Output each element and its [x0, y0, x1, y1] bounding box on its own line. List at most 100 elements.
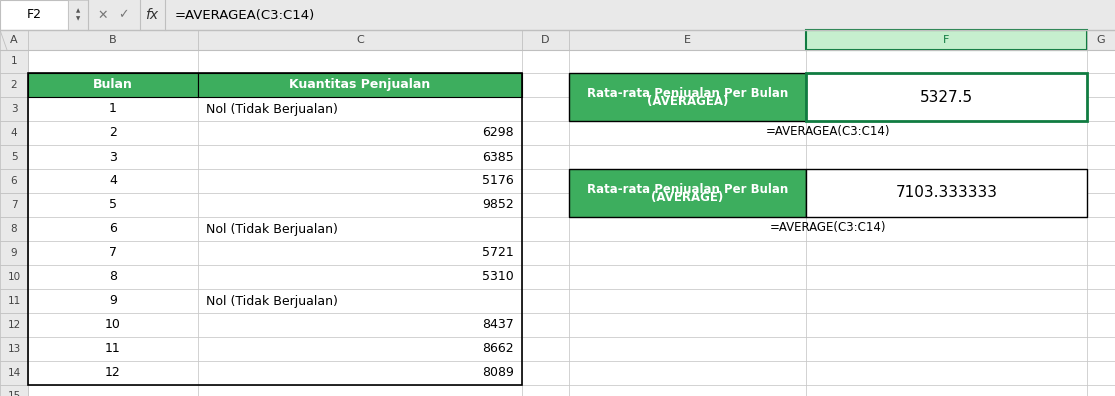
Bar — [522, 73, 569, 97]
Bar — [1087, 361, 1115, 385]
Text: 4: 4 — [11, 128, 18, 138]
Bar — [1087, 193, 1115, 217]
Bar — [569, 50, 806, 73]
Bar — [569, 145, 806, 169]
Text: 6: 6 — [109, 223, 117, 236]
Bar — [806, 217, 1087, 241]
Bar — [0, 0, 68, 30]
Bar — [522, 121, 569, 145]
Bar — [0, 50, 28, 73]
Bar — [0, 121, 28, 145]
Bar — [28, 121, 198, 145]
Text: ✓: ✓ — [118, 8, 128, 21]
Text: 5: 5 — [109, 198, 117, 211]
Bar — [0, 385, 28, 396]
Bar — [522, 313, 569, 337]
Bar — [198, 73, 522, 97]
Bar — [198, 50, 522, 73]
Text: 7: 7 — [11, 200, 18, 210]
Bar — [0, 0, 1115, 30]
Text: 12: 12 — [8, 320, 20, 330]
Text: (AVERAGE): (AVERAGE) — [651, 192, 724, 204]
Text: F2: F2 — [27, 8, 41, 21]
Bar — [806, 289, 1087, 313]
Bar — [198, 145, 522, 169]
Bar — [0, 217, 28, 241]
Bar — [0, 289, 28, 313]
Bar — [1087, 265, 1115, 289]
Bar — [0, 385, 28, 396]
Text: 3: 3 — [11, 104, 18, 114]
Bar — [28, 73, 522, 385]
Bar — [522, 265, 569, 289]
Bar — [68, 0, 88, 30]
Bar — [0, 97, 28, 121]
Bar — [569, 193, 806, 217]
Bar — [1087, 385, 1115, 396]
Text: 2: 2 — [11, 80, 18, 90]
Text: 7103.333333: 7103.333333 — [895, 185, 998, 200]
Bar — [198, 217, 522, 241]
Bar — [569, 361, 806, 385]
Bar — [806, 385, 1087, 396]
Bar — [1087, 145, 1115, 169]
Text: B: B — [109, 35, 117, 45]
Bar — [806, 50, 1087, 73]
Bar — [28, 145, 198, 169]
Text: 9852: 9852 — [483, 198, 514, 211]
Text: Kuantitas Penjualan: Kuantitas Penjualan — [290, 78, 430, 91]
Bar — [0, 169, 28, 193]
Bar — [0, 361, 28, 385]
Text: C: C — [356, 35, 363, 45]
Text: Nol (Tidak Berjualan): Nol (Tidak Berjualan) — [206, 103, 338, 116]
Bar — [0, 241, 28, 265]
Bar — [569, 337, 806, 361]
Bar — [198, 289, 522, 313]
Bar — [28, 73, 198, 97]
Bar — [28, 385, 198, 396]
Bar — [1087, 241, 1115, 265]
Bar — [1087, 217, 1115, 241]
Bar — [569, 313, 806, 337]
Bar — [198, 73, 522, 97]
Text: 10: 10 — [8, 272, 20, 282]
Text: 11: 11 — [105, 343, 120, 356]
Bar — [1087, 337, 1115, 361]
Bar — [198, 169, 522, 193]
Bar — [522, 385, 569, 396]
Bar — [198, 337, 522, 361]
Bar — [569, 241, 806, 265]
Bar — [28, 241, 198, 265]
Text: ▼: ▼ — [76, 17, 80, 21]
Bar — [28, 50, 198, 73]
Text: Rata-rata Penjualan Per Bulan: Rata-rata Penjualan Per Bulan — [586, 88, 788, 101]
Bar — [0, 313, 28, 337]
Text: 11: 11 — [8, 296, 20, 306]
Bar — [0, 289, 28, 313]
Bar — [28, 30, 198, 50]
Bar — [806, 265, 1087, 289]
Bar — [1087, 30, 1115, 50]
Text: 8: 8 — [109, 270, 117, 284]
Bar — [1087, 50, 1115, 73]
Bar — [0, 241, 28, 265]
Text: ✕: ✕ — [98, 8, 108, 21]
Bar — [522, 337, 569, 361]
Text: F: F — [943, 35, 950, 45]
Bar — [28, 217, 198, 241]
Bar — [806, 73, 1087, 97]
Bar — [0, 30, 28, 50]
Bar — [806, 169, 1087, 217]
Text: 8: 8 — [11, 224, 18, 234]
Bar — [198, 265, 522, 289]
Bar — [522, 193, 569, 217]
Bar — [569, 169, 806, 193]
Text: 8437: 8437 — [483, 318, 514, 331]
Text: 9: 9 — [11, 248, 18, 258]
Bar — [806, 241, 1087, 265]
Bar — [1087, 121, 1115, 145]
Bar — [0, 169, 28, 193]
Bar — [28, 337, 198, 361]
Text: 8089: 8089 — [482, 367, 514, 379]
Bar — [0, 265, 28, 289]
